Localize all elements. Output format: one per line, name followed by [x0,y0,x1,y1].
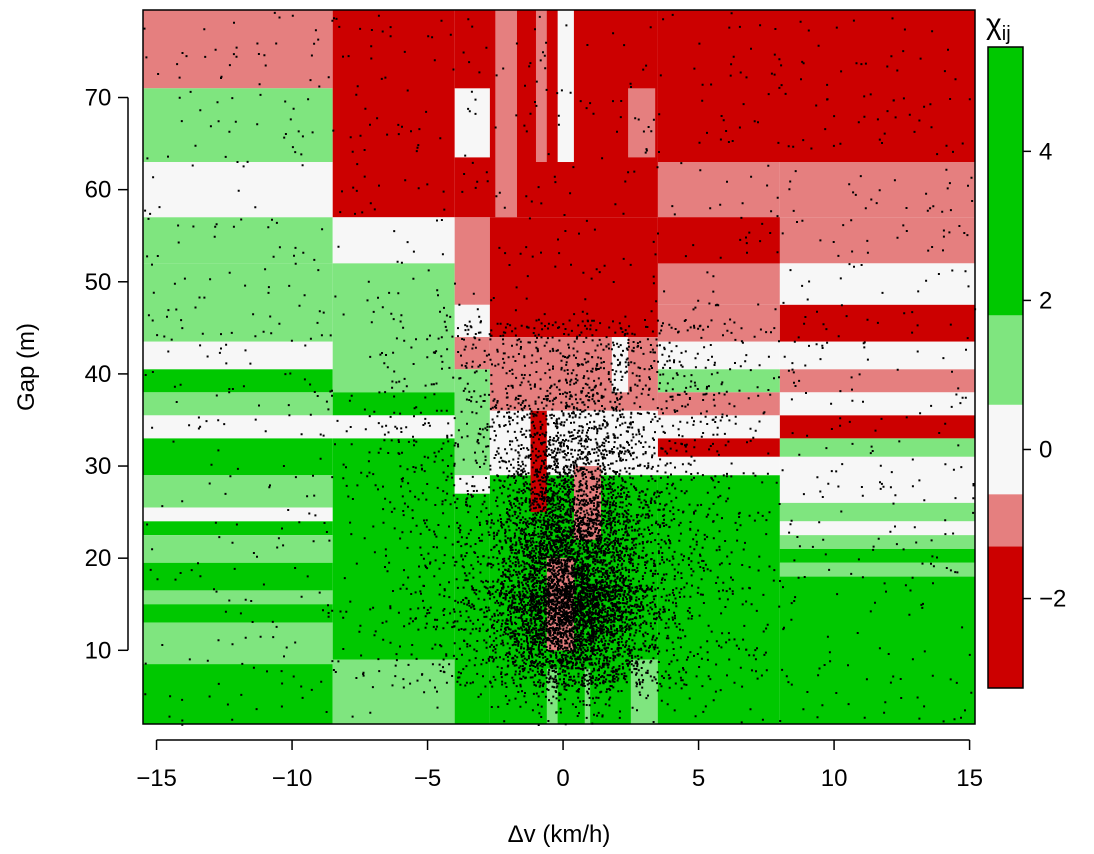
heatmap-cell [657,438,780,457]
legend-title-sub: ij [1002,23,1011,45]
heatmap-cell [779,535,975,549]
heatmap-cell [779,438,975,457]
y-tick-label: 70 [85,85,112,112]
heatmap-cell [143,507,333,522]
heatmap-cell [657,369,780,393]
heatmap-cell [143,604,333,623]
heatmap-cell [143,369,333,393]
heatmap-cell [628,88,656,158]
heatmap-cell [630,659,658,724]
x-axis: −15 −10 −5 0 5 10 15 [136,739,983,792]
heatmap-cell [143,88,333,163]
plot-frame [142,9,976,725]
heatmap-cell [143,521,333,536]
x-tick-label: −5 [414,765,441,792]
heatmap-cell [495,10,517,218]
heatmap-cell [332,415,455,439]
heatmap-cell [779,392,975,416]
x-axis-title: Δv (km/h) [508,821,611,848]
heatmap-cell [489,217,658,338]
heatmap-cell [332,392,455,416]
heatmap-cell [143,562,333,591]
heatmap-cell [143,622,333,665]
y-tick-label: 40 [85,361,112,388]
legend-title-main: χ [986,8,1002,41]
heatmap-cell [584,668,591,724]
legend-tick-label: 4 [1039,138,1052,165]
heatmap-cell [657,392,780,416]
heatmap-cell [779,502,975,522]
y-tick-label: 30 [85,453,112,480]
heatmap-cell [332,438,455,660]
x-tick-label: −15 [136,765,177,792]
heatmap-cell [454,304,490,338]
heatmap-cell [779,456,975,503]
y-tick-label: 20 [85,545,112,572]
heatmap-cell [546,668,558,724]
y-axis-title: Gap (m) [13,323,40,411]
heatmap-cell [454,475,490,494]
heatmap-cell [143,664,333,724]
y-tick-label: 50 [85,269,112,296]
heatmap-cell [143,10,333,89]
heatmap-cell [557,10,574,163]
heatmap-cell [143,535,333,563]
y-axis: 10 20 30 40 50 60 70 [85,85,129,664]
heatmap-cell [143,217,333,264]
heatmap-cell [779,576,975,724]
heatmap-cell [779,369,975,393]
x-tick-label: 5 [692,765,705,792]
legend-color-band [988,494,1023,547]
heatmap-cell [779,162,975,218]
heatmap-cell [454,369,490,476]
heatmap-cell [779,217,975,264]
x-tick-label: 15 [956,765,983,792]
heatmap-cell [779,263,975,305]
heatmap-cell [779,562,975,577]
heatmap-cell [332,263,455,393]
heatmap-cell [779,415,975,439]
legend-tick-label: 2 [1039,287,1052,314]
heatmap-cell [779,548,975,563]
heatmap-cell [657,415,780,439]
legend-tick-label: −2 [1039,586,1066,613]
color-legend: −2 0 2 4 [987,46,1066,689]
legend-color-band [988,47,1023,316]
x-tick-label: 0 [556,765,569,792]
heatmap-cell [657,10,975,163]
x-tick-label: −10 [272,765,313,792]
heatmap-cell [454,88,490,158]
heatmap-cell [143,415,333,439]
legend-color-band [988,546,1023,688]
heatmap-cell [657,304,780,342]
heatmap-cell [143,263,333,342]
heatmap-cell [143,341,333,370]
legend-color-band [988,315,1023,405]
heatmap-cell [143,475,333,508]
legend-tick-label: 0 [1039,436,1052,463]
y-tick-label: 60 [85,177,112,204]
heatmap-cell [143,392,333,416]
heatmap-cell [332,659,455,724]
heatmap-cell [454,337,490,370]
legend-title: χij [986,8,1011,45]
heatmap-cell [332,10,455,218]
heatmap-cell [143,162,333,218]
heatmap-cell [657,456,780,476]
heatmap-cell [454,217,490,305]
legend-color-band [988,404,1023,495]
x-tick-label: 10 [821,765,848,792]
heatmap-cell [779,341,975,370]
y-tick-label: 10 [85,637,112,664]
heatmap-cell [779,521,975,536]
legend-frame [987,46,1024,689]
heatmap-cell [332,217,455,264]
heatmap-cell [535,10,547,163]
heatmap-cell [143,590,333,605]
heatmap-cell [454,493,490,724]
